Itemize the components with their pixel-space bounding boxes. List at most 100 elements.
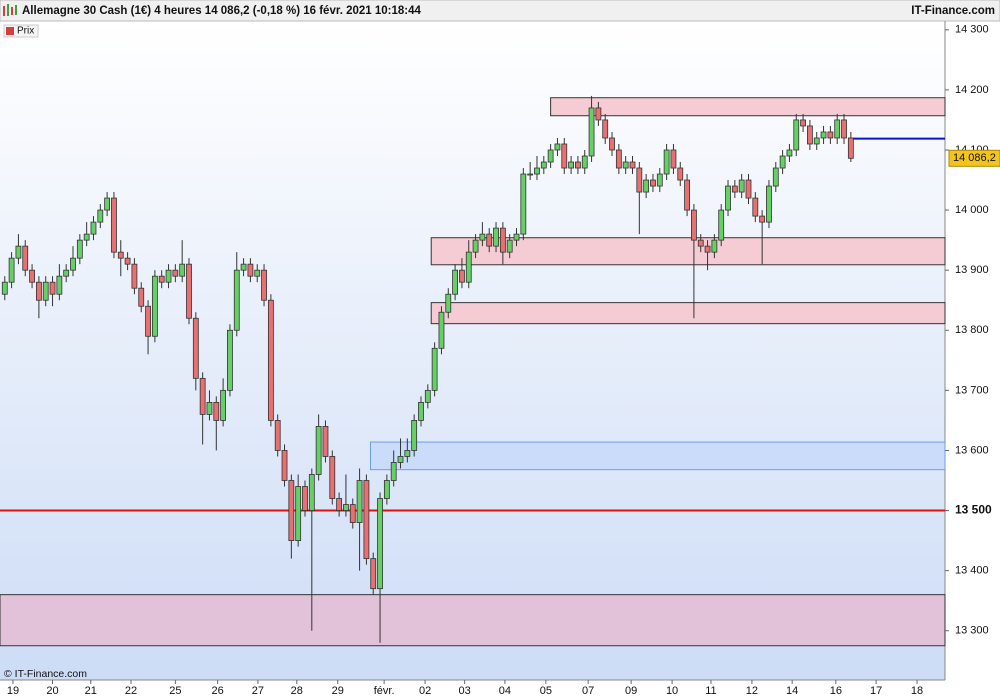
zone bbox=[550, 97, 946, 117]
candle-body bbox=[807, 125, 813, 145]
candle-body bbox=[247, 263, 254, 277]
candle-body bbox=[486, 233, 493, 247]
x-tick-label: 02 bbox=[419, 685, 431, 697]
x-tick-label: 27 bbox=[252, 685, 264, 697]
candle-body bbox=[418, 401, 424, 421]
candle-body bbox=[288, 480, 295, 541]
x-tick-label: 22 bbox=[125, 685, 137, 697]
candle-body bbox=[568, 161, 574, 169]
x-tick-label: 09 bbox=[625, 685, 637, 697]
candle-body bbox=[725, 185, 731, 211]
x-tick-label: 03 bbox=[459, 685, 471, 697]
y-tick-label: 13 300 bbox=[955, 625, 989, 637]
x-tick-label: févr. bbox=[374, 685, 395, 697]
candle-body bbox=[643, 179, 650, 193]
candle-body bbox=[834, 119, 841, 139]
y-tick-label: 13 500 bbox=[955, 503, 992, 517]
candle-body bbox=[390, 462, 397, 481]
last-price-box bbox=[948, 149, 1000, 167]
candle-body bbox=[199, 377, 206, 415]
candle-body bbox=[847, 137, 854, 159]
candle-body bbox=[370, 558, 377, 590]
candle-body bbox=[104, 197, 111, 211]
x-tick-label: 07 bbox=[582, 685, 594, 697]
candle-body bbox=[206, 401, 213, 415]
candle-body bbox=[213, 401, 220, 421]
candle-body bbox=[1, 281, 8, 295]
candle-body bbox=[499, 227, 506, 253]
candle-body bbox=[813, 137, 820, 145]
candle-body bbox=[56, 275, 63, 295]
candle-body bbox=[656, 173, 663, 187]
candle-body bbox=[581, 155, 588, 169]
candle-body bbox=[691, 209, 697, 241]
candle-body bbox=[329, 456, 336, 499]
candle-body bbox=[261, 269, 267, 301]
candle-body bbox=[766, 185, 772, 223]
candle-body bbox=[636, 167, 643, 193]
candle-body bbox=[186, 263, 192, 319]
candle-body bbox=[315, 426, 322, 475]
plot-area bbox=[0, 22, 945, 680]
candle-body bbox=[15, 245, 22, 259]
candle-body bbox=[356, 480, 363, 523]
candle-body bbox=[841, 119, 847, 139]
candle-body bbox=[479, 233, 486, 241]
y-tick-label: 14 000 bbox=[955, 204, 989, 216]
x-tick-label: 17 bbox=[870, 685, 882, 697]
candle-body bbox=[22, 245, 29, 271]
candle-body bbox=[527, 173, 534, 176]
candle-body bbox=[124, 257, 131, 265]
candle-body bbox=[731, 185, 738, 193]
candle-body bbox=[151, 275, 158, 337]
candle-body bbox=[472, 239, 479, 253]
candle-body bbox=[738, 179, 745, 193]
candle-body bbox=[70, 257, 76, 271]
candle-body bbox=[233, 269, 240, 331]
candle-body bbox=[718, 209, 725, 241]
candle-body bbox=[302, 486, 308, 511]
x-tick-label: 14 bbox=[786, 685, 798, 697]
zone bbox=[430, 302, 946, 325]
candle-body bbox=[424, 389, 431, 403]
candle-body bbox=[158, 275, 165, 283]
x-tick-label: 11 bbox=[705, 685, 716, 697]
candle-body bbox=[131, 263, 138, 289]
candle-body bbox=[431, 347, 438, 391]
y-tick-label: 13 600 bbox=[955, 444, 989, 456]
candle-body bbox=[513, 233, 520, 241]
candle-body bbox=[192, 317, 199, 379]
x-tick-label: 28 bbox=[291, 685, 303, 697]
candle-body bbox=[697, 239, 704, 247]
candle-body bbox=[227, 329, 233, 391]
y-tick-label: 13 400 bbox=[955, 565, 989, 577]
candle-body bbox=[404, 450, 411, 457]
candle-body bbox=[397, 456, 404, 463]
zone bbox=[0, 594, 946, 647]
candle-body bbox=[165, 269, 172, 283]
candle-body bbox=[274, 420, 281, 451]
candle-body bbox=[595, 107, 602, 121]
candle-body bbox=[609, 137, 615, 151]
candle-body bbox=[820, 131, 827, 139]
x-tick-label: 26 bbox=[212, 685, 224, 697]
header-bar bbox=[0, 0, 1000, 22]
candle-body bbox=[786, 149, 793, 157]
candle-body bbox=[29, 269, 35, 283]
candle-body bbox=[493, 227, 499, 247]
candle-body bbox=[35, 281, 42, 301]
candle-body bbox=[547, 149, 554, 163]
x-tick-label: 16 bbox=[830, 685, 842, 697]
y-tick-label: 14 200 bbox=[955, 84, 989, 96]
candle-body bbox=[83, 233, 90, 241]
candle-body bbox=[506, 239, 513, 253]
candle-body bbox=[772, 167, 779, 187]
candle-body bbox=[90, 221, 97, 235]
candle-body bbox=[322, 426, 329, 457]
x-tick-label: 25 bbox=[169, 685, 181, 697]
candle-body bbox=[793, 119, 800, 151]
zone bbox=[369, 441, 946, 471]
logo bbox=[3, 4, 17, 16]
candle-body bbox=[42, 281, 49, 301]
